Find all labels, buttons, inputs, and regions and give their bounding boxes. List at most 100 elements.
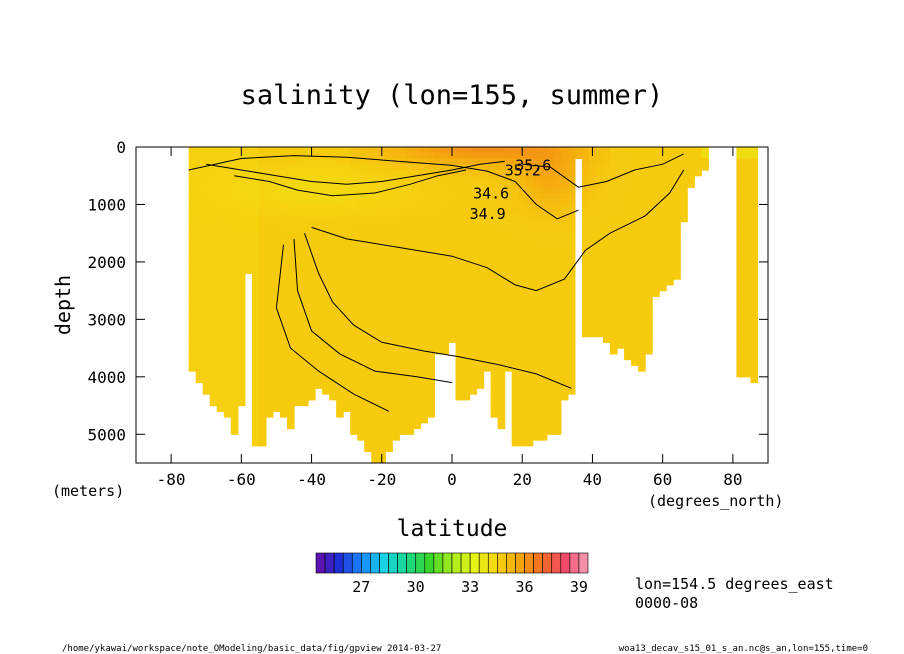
field-cell	[216, 215, 225, 223]
field-cell	[371, 307, 379, 315]
field-cell	[350, 267, 358, 275]
field-cell	[546, 353, 555, 361]
field-cell	[455, 307, 464, 315]
field-cell	[378, 365, 386, 372]
field-cell	[301, 376, 309, 384]
field-cell	[638, 342, 646, 349]
field-cell	[343, 371, 351, 378]
field-cell	[294, 330, 302, 338]
field-cell	[518, 399, 527, 407]
field-cell	[244, 204, 253, 211]
field-cell	[406, 221, 414, 229]
field-cell	[624, 204, 632, 211]
field-cell	[364, 388, 372, 395]
field-cell	[308, 215, 316, 223]
field-cell	[617, 325, 625, 332]
field-cell	[329, 198, 337, 206]
field-cell	[645, 307, 653, 315]
colorbar-bin	[424, 552, 435, 574]
colorbar-bin	[415, 552, 426, 574]
field-cell	[315, 325, 323, 332]
field-cell	[427, 198, 436, 206]
field-cell	[202, 233, 211, 240]
field-cell	[490, 284, 499, 292]
field-cell	[427, 284, 436, 292]
field-cell	[525, 399, 534, 407]
field-cell	[251, 147, 260, 154]
field-cell	[750, 336, 759, 343]
field-cell	[743, 319, 752, 326]
field-cell	[216, 319, 225, 326]
field-cell	[588, 307, 597, 315]
field-cell	[581, 192, 590, 200]
field-cell	[490, 359, 499, 366]
field-cell	[364, 336, 372, 343]
field-cell	[588, 330, 597, 338]
field-cell	[406, 152, 414, 160]
field-cell	[265, 210, 274, 217]
field-cell	[504, 296, 513, 303]
field-cell	[329, 169, 337, 177]
field-cell	[420, 250, 429, 257]
field-cell	[511, 348, 520, 355]
field-cell	[624, 152, 632, 160]
field-cell	[223, 238, 232, 246]
field-cell	[420, 215, 429, 223]
field-cell	[441, 336, 450, 343]
field-cell	[617, 164, 625, 171]
field-cell	[399, 221, 407, 229]
field-cell	[385, 365, 393, 372]
field-cell	[546, 273, 555, 280]
field-cell	[631, 204, 639, 211]
field-cell	[497, 215, 506, 223]
field-cell	[666, 169, 674, 177]
field-cell	[258, 353, 267, 361]
field-cell	[567, 238, 576, 246]
field-cell	[434, 164, 443, 171]
field-cell	[553, 164, 562, 171]
field-cell	[518, 187, 527, 194]
field-cell	[294, 319, 302, 326]
field-cell	[610, 147, 618, 154]
field-cell	[251, 204, 260, 211]
field-cell	[251, 284, 260, 292]
field-cell	[364, 187, 372, 194]
field-cell	[209, 187, 218, 194]
field-cell	[371, 250, 379, 257]
field-cell	[560, 319, 569, 326]
field-cell	[336, 405, 344, 412]
y-tick-label: 3000	[87, 310, 126, 329]
field-cell	[399, 399, 407, 407]
field-cell	[272, 198, 281, 206]
field-cell	[413, 365, 421, 372]
field-cell	[258, 382, 267, 389]
field-cell	[750, 152, 759, 160]
field-cell	[308, 319, 316, 326]
field-cell	[188, 342, 197, 349]
field-cell	[518, 215, 527, 223]
field-cell	[743, 313, 752, 320]
field-cell	[237, 284, 246, 292]
field-cell	[497, 238, 506, 246]
field-cell	[223, 169, 232, 177]
field-cell	[469, 348, 478, 355]
field-cell	[378, 399, 386, 407]
field-cell	[209, 302, 218, 309]
field-cell	[385, 376, 393, 384]
field-cell	[357, 227, 365, 234]
field-cell	[504, 307, 513, 315]
field-cell	[602, 250, 611, 257]
field-cell	[315, 221, 323, 229]
field-cell	[511, 417, 520, 424]
field-cell	[595, 325, 604, 332]
field-cell	[420, 169, 429, 177]
field-cell	[371, 342, 379, 349]
field-cell	[497, 325, 506, 332]
field-cell	[624, 330, 632, 338]
field-cell	[539, 325, 548, 332]
field-cell	[286, 365, 295, 372]
field-cell	[750, 307, 759, 315]
field-cell	[743, 244, 752, 252]
field-cell	[294, 233, 302, 240]
field-cell	[427, 233, 436, 240]
